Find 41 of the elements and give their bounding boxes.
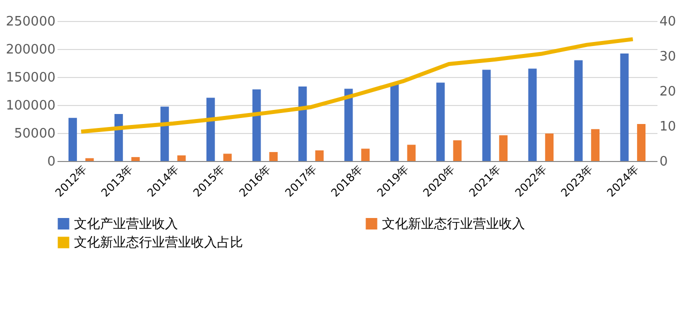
y-tick-label: 250000	[6, 14, 56, 30]
legend-label: 文化新业态行业营业收入占比	[74, 236, 243, 250]
y2-tick-label: 20	[660, 84, 676, 100]
bar	[482, 70, 491, 161]
bar	[436, 82, 445, 161]
line-series	[79, 37, 635, 134]
bar	[591, 129, 600, 161]
bar	[160, 106, 169, 161]
y2-tick-label: 40	[660, 14, 676, 30]
legend-label: 文化产业营业收入	[74, 216, 178, 232]
bar	[206, 98, 215, 161]
bar	[298, 86, 307, 161]
y2-tick-label: 10	[660, 120, 676, 134]
bar	[528, 68, 537, 161]
y-tick-label: 100000	[6, 98, 56, 114]
legend-label: 文化新业态行业营业收入	[382, 216, 525, 232]
y-tick-label: 50000	[14, 126, 56, 142]
bar	[344, 88, 353, 161]
y2-tick-label: 0	[660, 154, 668, 170]
bar	[252, 89, 261, 161]
bar	[390, 84, 399, 161]
y2-tick-label: 30	[660, 50, 676, 64]
bar	[545, 134, 554, 161]
bar	[269, 152, 278, 161]
bar	[177, 155, 186, 161]
bar	[407, 144, 416, 161]
bar	[453, 140, 462, 161]
y-tick-label: 150000	[6, 70, 56, 86]
y-tick-label: 200000	[6, 42, 56, 58]
y-tick-label: 0	[47, 154, 56, 170]
bar	[315, 150, 324, 161]
bar	[223, 154, 232, 161]
bar	[361, 148, 370, 161]
bar	[114, 114, 123, 161]
bar	[131, 157, 140, 161]
bar	[499, 135, 508, 161]
bar	[68, 118, 77, 161]
bar	[85, 158, 94, 161]
bar	[637, 124, 646, 161]
bar	[620, 53, 629, 161]
bar	[574, 60, 583, 161]
